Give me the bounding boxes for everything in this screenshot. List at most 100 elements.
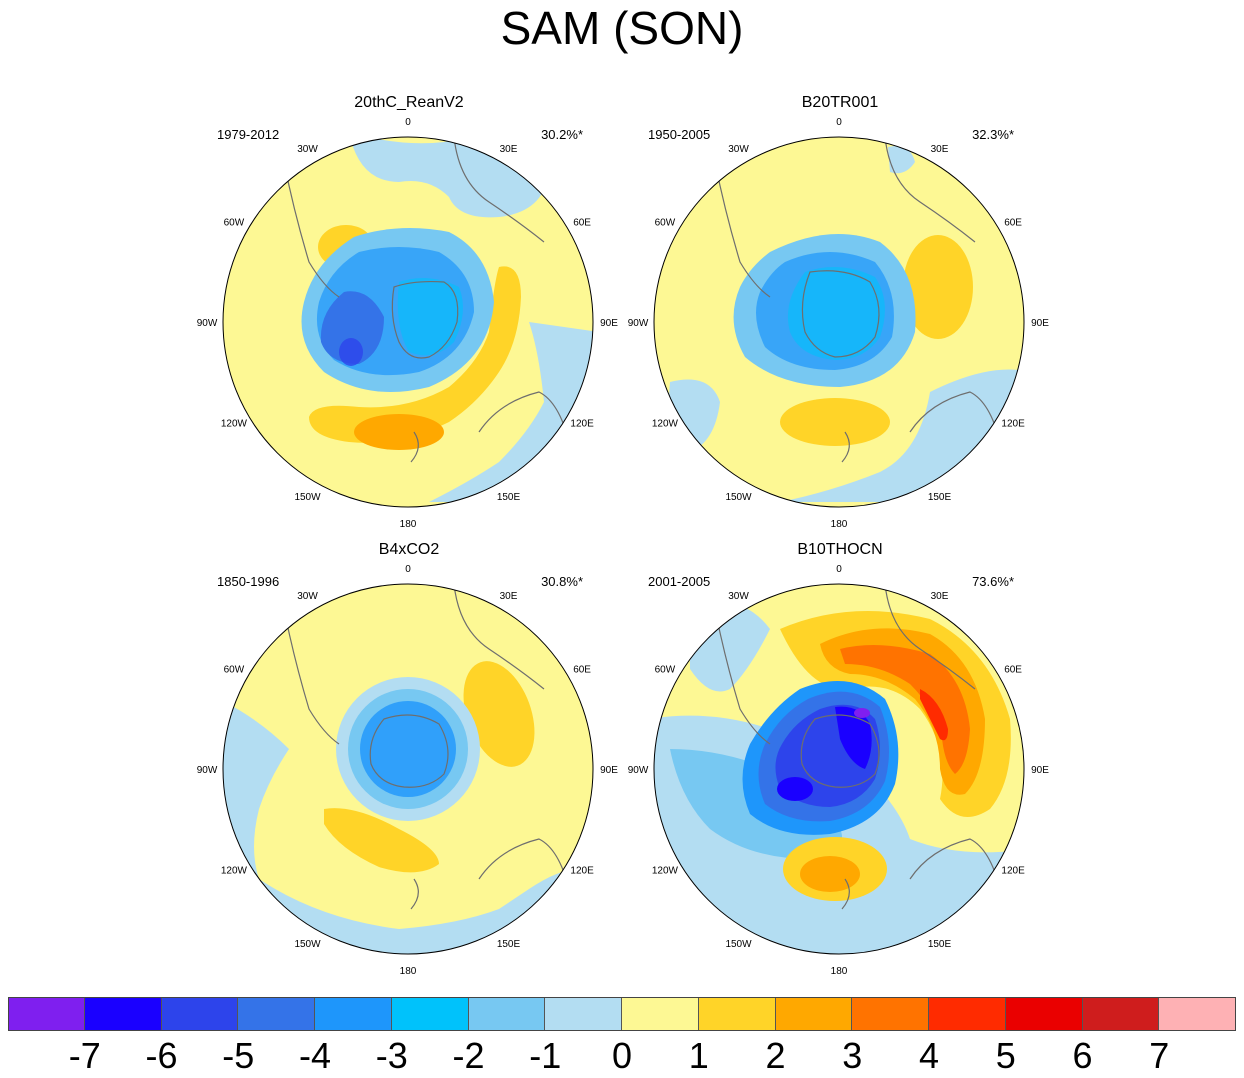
colorbar-box bbox=[622, 997, 699, 1031]
longitude-label: 90E bbox=[600, 318, 618, 329]
longitude-label: 120E bbox=[1001, 866, 1025, 877]
colorbar-box bbox=[84, 997, 162, 1031]
polar-map: 0 30E 60E 90E 120E 150E 180 150W 120W 90W 60W 30W bbox=[197, 117, 619, 530]
longitude-label: 120W bbox=[221, 419, 248, 430]
colorbar-box bbox=[698, 997, 776, 1031]
figure-title: SAM (SON) bbox=[500, 2, 744, 54]
longitude-label: 30E bbox=[500, 144, 518, 155]
longitude-label: 180 bbox=[831, 966, 848, 977]
colorbar-box bbox=[468, 997, 546, 1031]
longitude-label: 90E bbox=[600, 765, 618, 776]
longitude-label: 150E bbox=[497, 492, 521, 503]
longitude-label: 60W bbox=[655, 218, 676, 229]
colorbar-tick-label: 2 bbox=[765, 1035, 786, 1076]
colorbar-tick-label: -3 bbox=[375, 1035, 408, 1076]
panel-variance: 73.6%* bbox=[972, 574, 1014, 589]
longitude-label: 0 bbox=[836, 564, 842, 575]
panel-variance: 32.3%* bbox=[972, 127, 1014, 142]
longitude-label: 30E bbox=[931, 144, 949, 155]
longitude-label: 60W bbox=[224, 218, 245, 229]
longitude-label: 120W bbox=[221, 866, 248, 877]
longitude-label: 0 bbox=[405, 564, 411, 575]
longitude-label: 150E bbox=[928, 939, 952, 950]
colorbar-tick-label: -4 bbox=[298, 1035, 331, 1076]
polar-map: 0 30E 60E 90E 120E 150E 180 150W 120W 90W 60W 30W bbox=[197, 564, 619, 977]
colorbar-tick-label: 0 bbox=[611, 1035, 633, 1076]
longitude-label: 90W bbox=[628, 765, 649, 776]
colorbar-box bbox=[1159, 997, 1236, 1031]
panel-title: 20thC_ReanV2 bbox=[354, 94, 464, 111]
colorbar-tick-label: 3 bbox=[842, 1035, 863, 1076]
longitude-label: 60E bbox=[573, 218, 591, 229]
colorbar-tick-label: -1 bbox=[529, 1035, 562, 1076]
colorbar-tick-label: 7 bbox=[1149, 1035, 1170, 1076]
longitude-label: 180 bbox=[831, 519, 848, 530]
longitude-label: 120W bbox=[652, 866, 679, 877]
longitude-label: 60W bbox=[655, 665, 676, 676]
longitude-label: 120E bbox=[570, 419, 594, 430]
longitude-label: 90W bbox=[628, 318, 649, 329]
longitude-label: 30E bbox=[931, 591, 949, 602]
map-panel-2: B20TR001 1950-2005 32.3%* 0 30E 60E 90E 120E… bbox=[628, 94, 1050, 530]
longitude-label: 90E bbox=[1031, 318, 1049, 329]
longitude-label: 60W bbox=[224, 665, 245, 676]
longitude-label: 150E bbox=[928, 492, 952, 503]
longitude-label: 120W bbox=[652, 419, 679, 430]
colorbar-box bbox=[1005, 997, 1083, 1031]
colorbar-box bbox=[8, 997, 85, 1031]
map-panel-3: B4xCO2 1850-1996 30.8%* 0 30E 60E 90E 120E 15… bbox=[197, 541, 619, 977]
longitude-label: 150W bbox=[725, 492, 752, 503]
longitude-label: 150W bbox=[294, 939, 321, 950]
longitude-label: 90W bbox=[197, 765, 218, 776]
colorbar-tick-label: 5 bbox=[995, 1035, 1016, 1076]
panel-variance: 30.2%* bbox=[541, 127, 583, 142]
panel-variance: 30.8%* bbox=[541, 574, 583, 589]
longitude-label: 60E bbox=[1004, 665, 1022, 676]
longitude-label: 120E bbox=[570, 866, 594, 877]
panel-title: B20TR001 bbox=[801, 94, 879, 111]
polar-map: 0 30E 60E 90E 120E 150E 180 150W 120W 90W 60W 30W bbox=[628, 564, 1050, 977]
colorbar-box bbox=[238, 997, 315, 1031]
longitude-label: 180 bbox=[400, 519, 417, 530]
longitude-label: 120E bbox=[1001, 419, 1025, 430]
longitude-label: 150E bbox=[497, 939, 521, 950]
longitude-label: 150W bbox=[294, 492, 321, 503]
longitude-label: 30W bbox=[728, 144, 749, 155]
map-panel-4: B10THOCN 2001-2005 73.6%* bbox=[628, 541, 1050, 977]
polar-map: 0 30E 60E 90E 120E 150E 180 150W 120W 90W 60W 30W bbox=[628, 117, 1050, 530]
longitude-label: 0 bbox=[836, 117, 842, 128]
colorbar-tick-label: 1 bbox=[688, 1035, 709, 1076]
panel-title: B4xCO2 bbox=[378, 541, 440, 558]
longitude-label: 60E bbox=[573, 665, 591, 676]
colorbar-box bbox=[315, 997, 392, 1031]
longitude-label: 180 bbox=[400, 966, 417, 977]
colorbar-box bbox=[391, 997, 469, 1031]
panel-title: B10THOCN bbox=[797, 541, 883, 558]
colorbar-tick-label: 6 bbox=[1072, 1035, 1093, 1076]
longitude-label: 0 bbox=[405, 117, 411, 128]
longitude-label: 90W bbox=[197, 318, 218, 329]
colorbar bbox=[8, 997, 1236, 1031]
longitude-label: 30E bbox=[500, 591, 518, 602]
map-panel-1: 20thC_ReanV2 1979-2012 30.2%* 0 30E 60E 90E… bbox=[197, 94, 619, 530]
colorbar-box bbox=[545, 997, 622, 1031]
longitude-label: 30W bbox=[297, 591, 318, 602]
colorbar-tick-label: -6 bbox=[145, 1035, 178, 1076]
colorbar-box bbox=[852, 997, 929, 1031]
longitude-label: 30W bbox=[297, 144, 318, 155]
colorbar-box bbox=[1082, 997, 1160, 1031]
colorbar-tick-label: -7 bbox=[68, 1035, 101, 1076]
longitude-label: 90E bbox=[1031, 765, 1049, 776]
panel-years: 2001-2005 bbox=[648, 574, 711, 589]
panel-years: 1950-2005 bbox=[648, 127, 711, 142]
colorbar-tick-label: -5 bbox=[222, 1035, 255, 1076]
colorbar-box bbox=[929, 997, 1006, 1031]
panel-years: 1979-2012 bbox=[217, 127, 280, 142]
longitude-label: 150W bbox=[725, 939, 752, 950]
colorbar-box bbox=[775, 997, 853, 1031]
colorbar-tick-label: 4 bbox=[918, 1035, 940, 1076]
longitude-label: 60E bbox=[1004, 218, 1022, 229]
colorbar-tick-label: -2 bbox=[452, 1035, 485, 1076]
colorbar-box bbox=[161, 997, 239, 1031]
longitude-label: 30W bbox=[728, 591, 749, 602]
